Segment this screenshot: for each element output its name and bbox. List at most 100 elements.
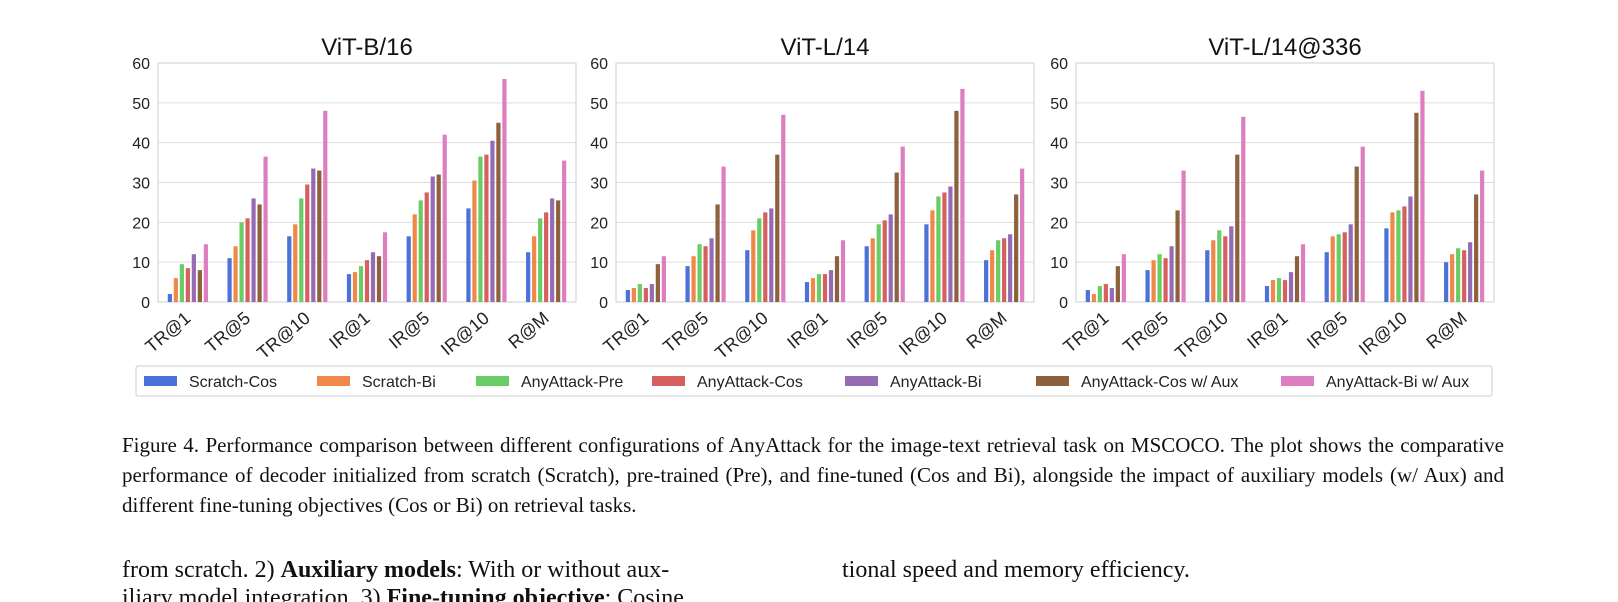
- body-left-line2-bold: Fine-tuning objective: [386, 585, 605, 602]
- bar-anyattack-cos-w-aux: [894, 172, 899, 302]
- bar-anyattack-pre: [358, 266, 364, 302]
- bar-anyattack-pre: [757, 218, 762, 302]
- bar-scratch-cos: [1085, 290, 1090, 302]
- bar-anyattack-cos: [245, 218, 250, 302]
- bar-anyattack-cos: [763, 212, 768, 302]
- x-tick-label: TR@1: [142, 308, 195, 357]
- x-tick-label: IR@10: [437, 308, 493, 360]
- bar-anyattack-cos: [1002, 238, 1007, 302]
- y-tick-label: 60: [1050, 56, 1068, 73]
- chart-title: ViT-L/14@336: [1208, 34, 1361, 61]
- legend-swatch: [317, 376, 350, 386]
- figure-caption: Figure 4. Performance comparison between…: [122, 433, 1504, 517]
- bar-anyattack-cos: [1282, 280, 1288, 302]
- bar-scratch-cos: [1145, 270, 1150, 302]
- x-tick-label: IR@1: [783, 308, 831, 353]
- bar-anyattack-cos-w-aux: [376, 256, 382, 302]
- bar-scratch-cos: [685, 266, 690, 302]
- bar-anyattack-cos-w-aux: [1354, 166, 1359, 302]
- y-tick-label: 10: [1050, 255, 1068, 272]
- bar-scratch-bi: [352, 272, 358, 302]
- bar-anyattack-cos: [364, 260, 370, 302]
- bar-anyattack-cos: [703, 246, 708, 302]
- bar-anyattack-pre: [1157, 254, 1162, 302]
- bar-anyattack-bi: [430, 176, 435, 302]
- y-tick-label: 40: [1050, 136, 1068, 153]
- y-tick-label: 60: [132, 56, 150, 73]
- y-tick-label: 40: [132, 136, 150, 153]
- x-tick-label: IR@1: [325, 308, 373, 353]
- legend-swatch: [476, 376, 509, 386]
- bar-scratch-bi: [1390, 212, 1395, 302]
- bar-anyattack-bi-w-aux: [323, 110, 328, 302]
- bar-anyattack-bi: [709, 238, 714, 302]
- x-tick-label: TR@5: [1119, 308, 1172, 357]
- bar-anyattack-bi-w-aux: [263, 156, 268, 302]
- bar-anyattack-bi: [550, 198, 555, 302]
- x-tick-label: TR@5: [659, 308, 712, 357]
- x-tick-label: IR@10: [1355, 308, 1411, 360]
- bar-anyattack-cos: [882, 220, 887, 302]
- bar-anyattack-bi-w-aux: [840, 240, 846, 302]
- bar-scratch-bi: [1330, 236, 1335, 302]
- legend-label: Scratch-Bi: [362, 374, 436, 391]
- bar-anyattack-cos: [544, 212, 549, 302]
- bar-scratch-cos: [924, 224, 929, 302]
- bar-anyattack-cos: [1223, 236, 1228, 302]
- bar-anyattack-bi: [1109, 288, 1114, 302]
- x-tick-label: R@M: [504, 308, 552, 353]
- y-tick-label: 20: [590, 215, 608, 232]
- bar-anyattack-bi: [769, 208, 774, 302]
- body-text-right-column: tional speed and memory efficiency.: [842, 557, 1190, 583]
- body-left-line1-end: : With or without aux-: [455, 557, 670, 583]
- bar-anyattack-pre: [1217, 230, 1222, 302]
- bar-scratch-bi: [990, 250, 995, 302]
- bar-scratch-bi: [870, 238, 875, 302]
- bar-anyattack-cos-w-aux: [1474, 194, 1479, 302]
- bar-scratch-cos: [346, 274, 352, 302]
- bar-scratch-bi: [293, 224, 298, 302]
- x-tick-label: TR@10: [1171, 308, 1232, 363]
- bar-anyattack-bi: [1468, 242, 1473, 302]
- bar-anyattack-cos-w-aux: [1014, 194, 1019, 302]
- bar-scratch-bi: [233, 246, 238, 302]
- x-tick-label: TR@10: [253, 308, 314, 363]
- body-text-left-column: from scratch. 2) Auxiliary models: With …: [122, 556, 782, 602]
- y-tick-label: 50: [132, 96, 150, 113]
- bar-scratch-bi: [1270, 280, 1276, 302]
- bar-scratch-bi: [751, 230, 756, 302]
- y-tick-label: 30: [590, 176, 608, 193]
- bar-anyattack-bi-w-aux: [1360, 146, 1365, 302]
- x-tick-label: IR@1: [1243, 308, 1291, 353]
- bar-anyattack-bi: [1348, 224, 1353, 302]
- chart-title: ViT-L/14: [781, 34, 870, 61]
- bar-scratch-cos: [526, 252, 531, 302]
- bar-anyattack-bi: [1229, 226, 1234, 302]
- bar-scratch-bi: [810, 278, 816, 302]
- bar-anyattack-bi-w-aux: [1121, 254, 1126, 302]
- bar-anyattack-pre: [936, 196, 941, 302]
- x-tick-label: TR@1: [600, 308, 653, 357]
- bar-scratch-bi: [472, 180, 477, 302]
- y-tick-label: 60: [590, 56, 608, 73]
- body-left-line1-start: from scratch. 2): [122, 557, 281, 583]
- y-tick-label: 0: [141, 295, 150, 312]
- y-tick-label: 0: [1059, 295, 1068, 312]
- bar-anyattack-cos: [643, 288, 648, 302]
- x-tick-label: TR@10: [711, 308, 772, 363]
- legend-swatch: [652, 376, 685, 386]
- bar-scratch-cos: [466, 208, 471, 302]
- bar-anyattack-pre: [637, 284, 642, 302]
- bar-scratch-bi: [412, 214, 417, 302]
- bar-anyattack-pre: [1336, 234, 1341, 302]
- bar-anyattack-bi: [1169, 246, 1174, 302]
- bar-anyattack-bi: [191, 254, 196, 302]
- legend-swatch: [144, 376, 177, 386]
- bar-anyattack-cos: [1163, 258, 1168, 302]
- bar-anyattack-pre: [179, 264, 184, 302]
- bar-scratch-cos: [287, 236, 292, 302]
- bar-anyattack-cos-w-aux: [1235, 154, 1240, 302]
- bar-anyattack-pre: [816, 274, 822, 302]
- bar-anyattack-pre: [1276, 278, 1282, 302]
- bar-anyattack-bi-w-aux: [1181, 170, 1186, 302]
